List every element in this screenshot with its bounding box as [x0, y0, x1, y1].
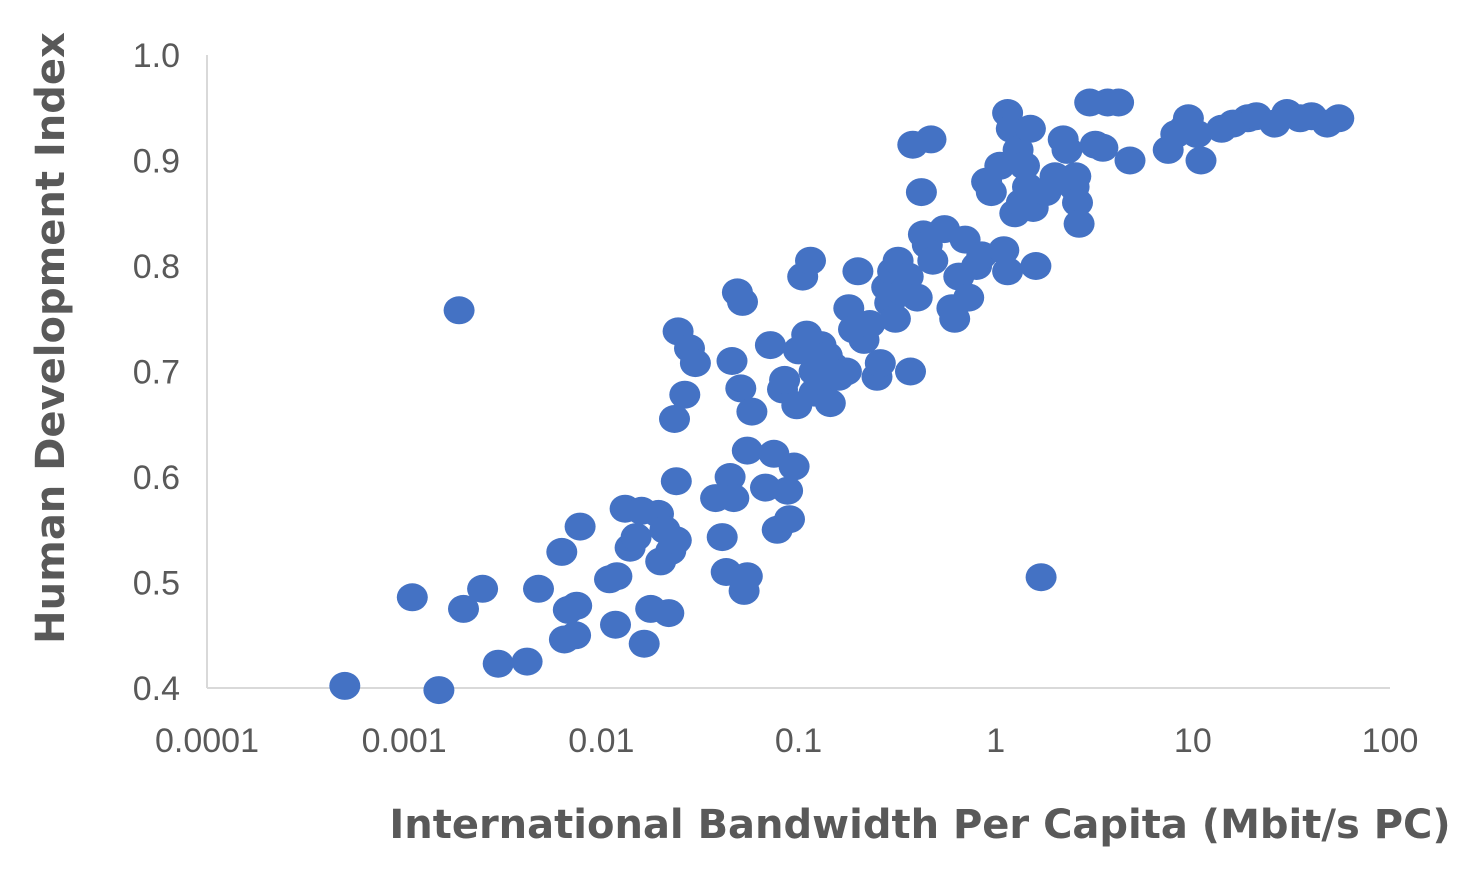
data-point	[1020, 252, 1052, 280]
data-point	[915, 125, 947, 154]
data-points	[329, 88, 1355, 705]
y-tick-label: 0.7	[133, 354, 180, 392]
data-point	[772, 476, 804, 505]
data-point	[731, 436, 763, 465]
data-point	[659, 405, 690, 433]
data-point	[1025, 563, 1057, 592]
data-point	[895, 357, 926, 386]
data-point	[511, 647, 543, 676]
data-point	[879, 304, 911, 333]
data-point	[854, 310, 886, 338]
data-point	[736, 397, 768, 426]
data-point	[814, 389, 846, 418]
data-point	[901, 283, 933, 312]
data-point	[443, 296, 475, 325]
data-point	[975, 178, 1007, 207]
data-point	[769, 365, 801, 394]
data-point	[718, 484, 750, 513]
axes	[206, 55, 1390, 689]
data-point	[546, 537, 578, 566]
data-point	[1103, 88, 1135, 117]
data-point	[1062, 188, 1093, 217]
data-point	[653, 599, 685, 628]
data-point	[560, 621, 592, 650]
x-tick-label: 0.1	[775, 722, 822, 760]
data-point	[1323, 104, 1355, 133]
data-point	[482, 649, 514, 678]
y-tick-label: 0.6	[133, 459, 180, 497]
x-tick-label: 100	[1362, 722, 1419, 760]
data-point	[448, 594, 479, 623]
data-point	[716, 347, 748, 375]
data-point	[953, 283, 985, 312]
x-tick-label: 0.001	[362, 722, 447, 760]
data-point	[1063, 209, 1095, 238]
data-point	[628, 629, 660, 658]
data-point	[725, 374, 757, 403]
data-point	[754, 331, 786, 360]
data-point	[523, 574, 554, 603]
data-point	[329, 671, 361, 700]
data-point	[601, 562, 633, 591]
tick-labels: 0.0001 0.001 0.01 0.1 1 10 100 0.4 0.5 0.6 0.7 0.8 0…	[133, 37, 1419, 760]
data-point	[561, 591, 593, 620]
data-point	[988, 236, 1020, 265]
y-tick-label: 0.5	[133, 565, 180, 603]
data-point	[423, 676, 455, 705]
data-point	[833, 294, 865, 323]
data-point	[939, 304, 971, 333]
data-point	[830, 357, 862, 386]
y-tick-label: 0.4	[133, 670, 180, 708]
x-tick-label: 10	[1174, 722, 1212, 760]
y-tick-label: 1.0	[133, 37, 180, 75]
y-axis-title: Human Development Index	[28, 32, 74, 644]
data-point	[660, 467, 692, 496]
data-point	[892, 262, 924, 291]
data-point	[467, 574, 499, 603]
data-point	[620, 523, 652, 552]
data-point	[706, 523, 738, 552]
data-point	[600, 610, 631, 639]
data-point	[1114, 146, 1146, 175]
data-point	[669, 380, 701, 409]
data-point	[1009, 151, 1040, 180]
data-point	[778, 452, 810, 481]
data-point	[774, 505, 805, 534]
data-point	[727, 287, 758, 316]
data-point	[864, 349, 896, 378]
data-point	[917, 246, 949, 275]
x-tick-label: 0.0001	[155, 722, 259, 760]
y-tick-label: 0.9	[133, 143, 180, 181]
data-point	[1185, 146, 1217, 175]
data-point	[1014, 114, 1046, 143]
data-point	[564, 512, 596, 541]
data-point	[731, 562, 763, 591]
x-axis-title: International Bandwidth Per Capita (Mbit…	[389, 802, 1450, 848]
x-tick-label: 1	[986, 722, 1005, 760]
data-point	[992, 257, 1024, 286]
data-point	[842, 257, 874, 286]
data-point	[1051, 135, 1083, 164]
data-point	[1060, 162, 1092, 191]
data-point	[660, 526, 692, 555]
data-point	[905, 178, 937, 207]
data-point	[679, 349, 711, 378]
data-point	[396, 583, 428, 612]
data-point	[795, 246, 826, 275]
x-tick-label: 0.01	[568, 722, 634, 760]
data-point	[1087, 133, 1119, 162]
data-point	[714, 463, 746, 491]
data-point	[1181, 120, 1213, 149]
y-tick-label: 0.8	[133, 248, 180, 286]
